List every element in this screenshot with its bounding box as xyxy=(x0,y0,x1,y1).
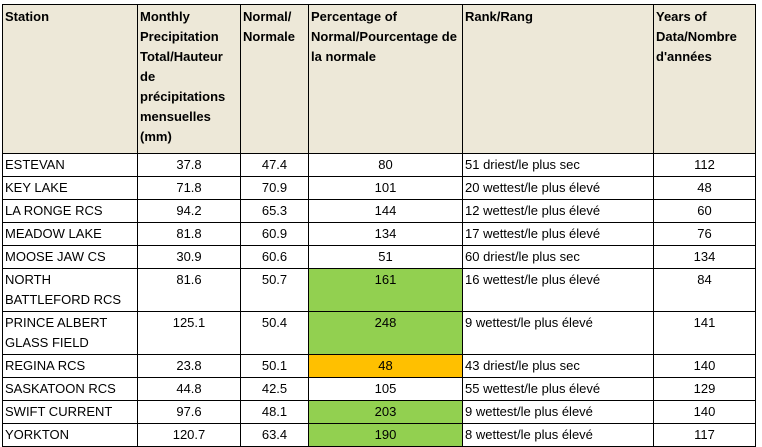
table-row: ESTEVAN 37.8 47.4 80 51 driest/le plus s… xyxy=(2,153,756,177)
cell-pct: 161 xyxy=(308,268,463,312)
col-header-pct: Percentage of Normal/Pourcentage de la n… xyxy=(308,4,463,154)
table-row: LA RONGE RCS 94.2 65.3 144 12 wettest/le… xyxy=(2,199,756,223)
cell-normal: 60.6 xyxy=(240,245,309,269)
cell-pct: 134 xyxy=(308,222,463,246)
cell-rank: 55 wettest/le plus élevé xyxy=(462,377,654,401)
cell-station: MEADOW LAKE xyxy=(2,222,138,246)
col-header-years: Years of Data/Nombre d'années xyxy=(653,4,756,154)
cell-rank: 20 wettest/le plus élevé xyxy=(462,176,654,200)
cell-normal: 48.1 xyxy=(240,400,309,424)
cell-rank: 16 wettest/le plus élevé xyxy=(462,268,654,312)
cell-years: 117 xyxy=(653,423,756,447)
cell-precip: 97.6 xyxy=(137,400,241,424)
cell-pct: 101 xyxy=(308,176,463,200)
cell-precip: 120.7 xyxy=(137,423,241,447)
cell-years: 84 xyxy=(653,268,756,312)
cell-normal: 50.4 xyxy=(240,311,309,355)
cell-pct: 80 xyxy=(308,153,463,177)
table-row: YORKTON 120.7 63.4 190 8 wettest/le plus… xyxy=(2,423,756,447)
cell-precip: 37.8 xyxy=(137,153,241,177)
cell-station: MOOSE JAW CS xyxy=(2,245,138,269)
table-row: MOOSE JAW CS 30.9 60.6 51 60 driest/le p… xyxy=(2,245,756,269)
cell-pct: 105 xyxy=(308,377,463,401)
cell-normal: 50.1 xyxy=(240,354,309,378)
cell-rank: 17 wettest/le plus élevé xyxy=(462,222,654,246)
cell-years: 129 xyxy=(653,377,756,401)
cell-rank: 43 driest/le plus sec xyxy=(462,354,654,378)
cell-station: KEY LAKE xyxy=(2,176,138,200)
cell-station: REGINA RCS xyxy=(2,354,138,378)
cell-rank: 12 wettest/le plus élevé xyxy=(462,199,654,223)
cell-precip: 125.1 xyxy=(137,311,241,355)
cell-normal: 65.3 xyxy=(240,199,309,223)
cell-precip: 44.8 xyxy=(137,377,241,401)
cell-years: 140 xyxy=(653,400,756,424)
cell-pct: 190 xyxy=(308,423,463,447)
cell-normal: 47.4 xyxy=(240,153,309,177)
cell-precip: 94.2 xyxy=(137,199,241,223)
cell-precip: 23.8 xyxy=(137,354,241,378)
cell-rank: 9 wettest/le plus élevé xyxy=(462,311,654,355)
cell-normal: 70.9 xyxy=(240,176,309,200)
table-row: KEY LAKE 71.8 70.9 101 20 wettest/le plu… xyxy=(2,176,756,200)
col-header-rank: Rank/Rang xyxy=(462,4,654,154)
table-row: SASKATOON RCS 44.8 42.5 105 55 wettest/l… xyxy=(2,377,756,401)
cell-station: PRINCE ALBERT GLASS FIELD xyxy=(2,311,138,355)
cell-years: 140 xyxy=(653,354,756,378)
cell-pct: 51 xyxy=(308,245,463,269)
cell-station: ESTEVAN xyxy=(2,153,138,177)
cell-pct: 203 xyxy=(308,400,463,424)
cell-years: 48 xyxy=(653,176,756,200)
cell-years: 76 xyxy=(653,222,756,246)
cell-normal: 42.5 xyxy=(240,377,309,401)
cell-station: SWIFT CURRENT xyxy=(2,400,138,424)
header-row: Station Monthly Precipitation Total/Haut… xyxy=(2,4,756,154)
table-row: SWIFT CURRENT 97.6 48.1 203 9 wettest/le… xyxy=(2,400,756,424)
cell-station: SASKATOON RCS xyxy=(2,377,138,401)
cell-years: 112 xyxy=(653,153,756,177)
table-row: MEADOW LAKE 81.8 60.9 134 17 wettest/le … xyxy=(2,222,756,246)
cell-precip: 81.8 xyxy=(137,222,241,246)
cell-rank: 8 wettest/le plus élevé xyxy=(462,423,654,447)
col-header-precip: Monthly Precipitation Total/Hauteur de p… xyxy=(137,4,241,154)
col-header-normal: Normal/ Normale xyxy=(240,4,309,154)
cell-pct: 144 xyxy=(308,199,463,223)
cell-station: NORTH BATTLEFORD RCS xyxy=(2,268,138,312)
cell-rank: 51 driest/le plus sec xyxy=(462,153,654,177)
cell-precip: 71.8 xyxy=(137,176,241,200)
table-row: NORTH BATTLEFORD RCS 81.6 50.7 161 16 we… xyxy=(2,268,756,312)
cell-years: 141 xyxy=(653,311,756,355)
cell-normal: 60.9 xyxy=(240,222,309,246)
cell-rank: 60 driest/le plus sec xyxy=(462,245,654,269)
precipitation-table: Station Monthly Precipitation Total/Haut… xyxy=(2,4,756,447)
cell-normal: 63.4 xyxy=(240,423,309,447)
cell-pct: 48 xyxy=(308,354,463,378)
cell-rank: 9 wettest/le plus élevé xyxy=(462,400,654,424)
table-row: PRINCE ALBERT GLASS FIELD 125.1 50.4 248… xyxy=(2,311,756,355)
table-row: REGINA RCS 23.8 50.1 48 43 driest/le plu… xyxy=(2,354,756,378)
cell-normal: 50.7 xyxy=(240,268,309,312)
cell-pct: 248 xyxy=(308,311,463,355)
cell-precip: 30.9 xyxy=(137,245,241,269)
cell-years: 60 xyxy=(653,199,756,223)
cell-station: LA RONGE RCS xyxy=(2,199,138,223)
col-header-station: Station xyxy=(2,4,138,154)
cell-years: 134 xyxy=(653,245,756,269)
cell-precip: 81.6 xyxy=(137,268,241,312)
cell-station: YORKTON xyxy=(2,423,138,447)
